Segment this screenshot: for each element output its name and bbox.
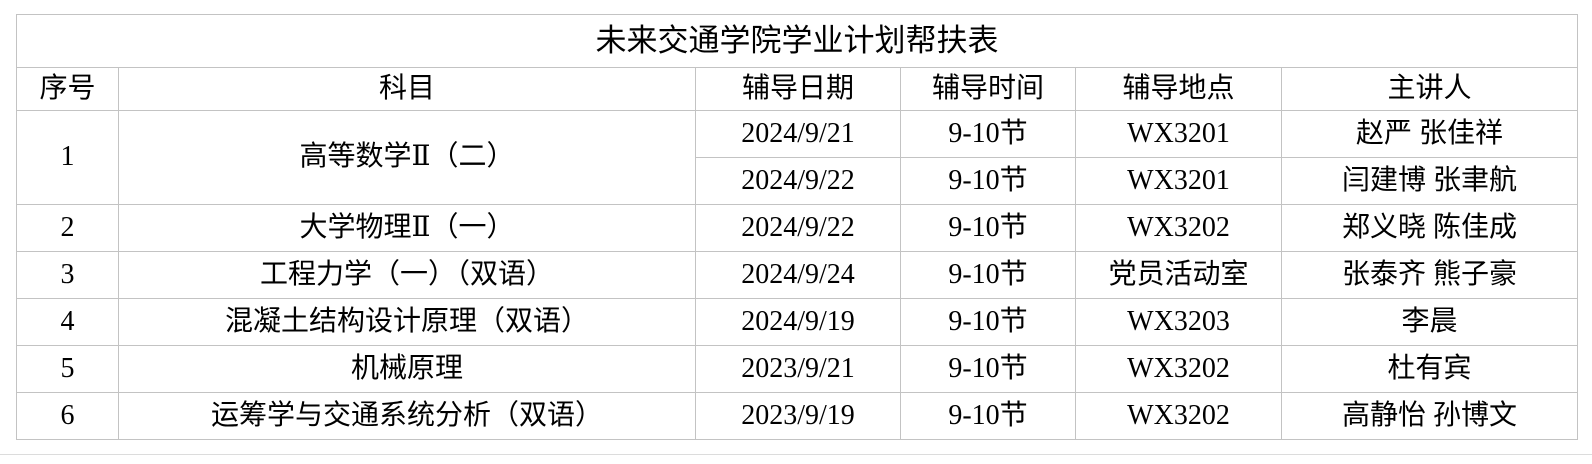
cell-tutors: 杜有宾 bbox=[1280, 345, 1579, 393]
cell-place: WX3203 bbox=[1075, 298, 1282, 346]
table-row: 6 运筹学与交通系统分析（双语） 2023/9/19 9-10节 WX3202 … bbox=[16, 392, 1579, 440]
cell-place: WX3202 bbox=[1075, 392, 1282, 440]
table-row: 2 大学物理Ⅱ（一） 2024/9/22 9-10节 WX3202 郑义晓 陈佳… bbox=[16, 204, 1579, 252]
header-cell-place: 辅导地点 bbox=[1075, 67, 1282, 111]
cell-no: 6 bbox=[16, 392, 119, 440]
cell-subject: 机械原理 bbox=[118, 345, 696, 393]
cell-no: 4 bbox=[16, 298, 119, 346]
cell-time: 9-10节 bbox=[900, 345, 1076, 393]
cell-tutors: 张泰齐 熊子豪 bbox=[1280, 251, 1579, 299]
cell-time: 9-10节 bbox=[900, 298, 1076, 346]
cell-place: 党员活动室 bbox=[1075, 251, 1282, 299]
cell-date: 2024/9/22 bbox=[695, 204, 901, 252]
cell-no: 3 bbox=[16, 251, 119, 299]
header-cell-tutor: 主讲人 bbox=[1280, 67, 1579, 111]
cell-date: 2023/9/21 bbox=[695, 345, 901, 393]
header-cell-time: 辅导时间 bbox=[900, 67, 1076, 111]
page-title: 未来交通学院学业计划帮扶表 bbox=[15, 14, 1579, 68]
table-row: 4 混凝土结构设计原理（双语） 2024/9/19 9-10节 WX3203 李… bbox=[16, 298, 1579, 346]
cell-tutors: 闫建博 张聿航 bbox=[1280, 157, 1579, 205]
cell-place: WX3202 bbox=[1075, 345, 1282, 393]
table-row: 3 工程力学（一）（双语） 2024/9/24 9-10节 党员活动室 张泰齐 … bbox=[16, 251, 1579, 299]
cell-date: 2024/9/22 bbox=[695, 157, 901, 205]
cell-tutors: 高静怡 孙博文 bbox=[1280, 392, 1579, 440]
cell-place: WX3202 bbox=[1075, 204, 1282, 252]
table-header-row: 序号 科目 辅导日期 辅导时间 辅导地点 主讲人 bbox=[16, 67, 1579, 111]
cell-subject: 运筹学与交通系统分析（双语） bbox=[118, 392, 696, 440]
header-cell-subject: 科目 bbox=[118, 67, 696, 111]
cell-time: 9-10节 bbox=[900, 392, 1076, 440]
cell-time: 9-10节 bbox=[900, 110, 1076, 158]
header-cell-date: 辅导日期 bbox=[695, 67, 901, 111]
cell-tutors: 李晨 bbox=[1280, 298, 1579, 346]
cell-no: 2 bbox=[16, 204, 119, 252]
cell-date: 2024/9/21 bbox=[695, 110, 901, 158]
cell-time: 9-10节 bbox=[900, 251, 1076, 299]
cell-date: 2024/9/19 bbox=[695, 298, 901, 346]
header-cell-no: 序号 bbox=[16, 67, 119, 111]
table-row: 5 机械原理 2023/9/21 9-10节 WX3202 杜有宾 bbox=[16, 345, 1579, 393]
tutoring-plan-table: 未来交通学院学业计划帮扶表 序号 科目 辅导日期 辅导时间 辅导地点 主讲人 1… bbox=[15, 14, 1579, 440]
cell-place: WX3201 bbox=[1075, 110, 1282, 158]
cell-place: WX3201 bbox=[1075, 157, 1282, 205]
cell-time: 9-10节 bbox=[900, 204, 1076, 252]
sheet-grid-line bbox=[0, 454, 1592, 455]
table-row: 1 高等数学Ⅱ（二） 2024/9/21 9-10节 WX3201 赵严 张佳祥 bbox=[16, 110, 1579, 205]
table-title-row: 未来交通学院学业计划帮扶表 bbox=[15, 14, 1579, 68]
cell-time: 9-10节 bbox=[900, 157, 1076, 205]
cell-subject: 混凝土结构设计原理（双语） bbox=[118, 298, 696, 346]
cell-date: 2023/9/19 bbox=[695, 392, 901, 440]
cell-tutors: 郑义晓 陈佳成 bbox=[1280, 204, 1579, 252]
cell-tutors: 赵严 张佳祥 bbox=[1280, 110, 1579, 158]
cell-subject: 高等数学Ⅱ（二） bbox=[118, 110, 696, 205]
cell-date: 2024/9/24 bbox=[695, 251, 901, 299]
cell-no: 1 bbox=[16, 110, 119, 205]
cell-subject: 大学物理Ⅱ（一） bbox=[118, 204, 696, 252]
cell-no: 5 bbox=[16, 345, 119, 393]
cell-subject: 工程力学（一）（双语） bbox=[118, 251, 696, 299]
